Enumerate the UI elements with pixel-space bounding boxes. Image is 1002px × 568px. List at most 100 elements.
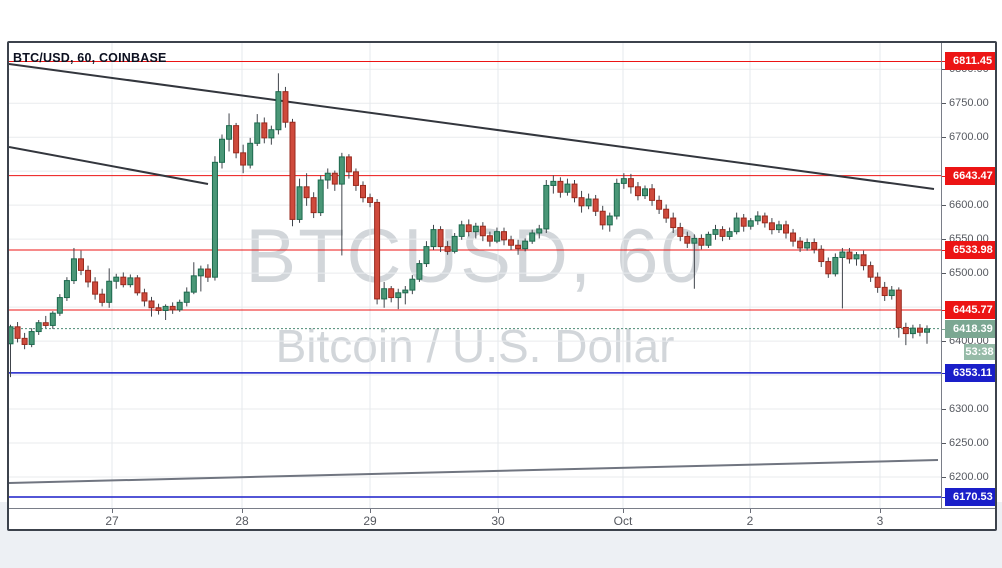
candle-down — [649, 188, 656, 201]
candle-down — [902, 326, 909, 335]
price-level-label-support[interactable]: 6170.53 — [945, 488, 995, 506]
candle-down — [719, 229, 726, 237]
descending-trendline-upper[interactable] — [9, 63, 935, 190]
candle-up — [804, 242, 811, 249]
time-axis-label: 30 — [491, 514, 505, 528]
candle-up — [909, 327, 916, 335]
candle-up — [924, 328, 930, 333]
candle-down — [233, 125, 240, 154]
candle-down — [599, 210, 606, 226]
candle-up — [543, 184, 550, 230]
candle-down — [92, 281, 99, 295]
candle-down — [501, 231, 507, 241]
candle-up — [430, 229, 437, 248]
candle-up — [28, 331, 35, 345]
time-axis-label: 27 — [105, 514, 119, 528]
price-level-label-resistance[interactable]: 6445.77 — [945, 300, 995, 319]
candle-down — [867, 265, 874, 278]
price-axis-label: 6500.00 — [949, 267, 989, 280]
candle-down — [663, 208, 670, 219]
price-axis[interactable]: 6800.006750.006700.006600.006550.006500.… — [941, 43, 995, 508]
candle-down — [134, 277, 141, 294]
candle-down — [811, 242, 818, 250]
candle-down — [783, 224, 789, 234]
price-axis-label: 6200.00 — [949, 470, 989, 483]
time-axis[interactable]: 27 28 29 30 Oct 2 3 — [9, 508, 995, 529]
candle-up — [642, 188, 648, 197]
candle-up — [613, 182, 620, 217]
candle-up — [726, 231, 733, 237]
candle-down — [656, 199, 663, 210]
candle-down — [99, 293, 106, 303]
candle-up — [49, 312, 56, 326]
candle-up — [839, 251, 846, 258]
candle-up — [416, 263, 423, 280]
candle-down — [437, 229, 444, 248]
candle-down — [240, 152, 247, 166]
chart-plot-area[interactable]: BTCUSD, 60 Bitcoin / U.S. Dollar BTC/USD… — [9, 43, 941, 508]
candle-up — [423, 246, 430, 265]
candle-down — [797, 240, 804, 249]
candle-down — [388, 288, 395, 299]
ascending-trendline[interactable] — [9, 459, 939, 484]
candle-up — [853, 254, 860, 260]
candle-up — [712, 229, 719, 235]
candle-up — [402, 289, 409, 294]
candle-up — [219, 138, 225, 163]
price-axis-label: 6700.00 — [949, 131, 989, 144]
price-level-dash — [942, 328, 946, 330]
price-tick-dash — [942, 137, 946, 139]
candle-up — [395, 292, 402, 299]
candle-up — [70, 258, 77, 282]
candle-down — [345, 156, 352, 173]
price-level-dash — [942, 175, 946, 177]
candle-up — [162, 305, 169, 311]
candle-down — [571, 183, 578, 199]
candle-up — [254, 122, 261, 144]
candle-up — [606, 215, 613, 226]
time-tick-dash — [880, 509, 881, 513]
price-tick-dash — [942, 443, 946, 444]
price-level-label-resistance[interactable]: 6533.98 — [945, 241, 995, 259]
candlestick-chart[interactable] — [9, 43, 941, 508]
candle-up — [747, 220, 754, 227]
candle-down — [465, 224, 472, 233]
price-level-label-support[interactable]: 6353.11 — [945, 363, 995, 382]
candle-down — [684, 235, 691, 244]
candle-up — [211, 161, 218, 278]
candle-down — [790, 232, 797, 242]
candle-up — [550, 180, 557, 186]
candle-up — [197, 268, 204, 277]
candle-down — [204, 268, 211, 278]
descending-trendline-lower[interactable] — [9, 146, 209, 185]
candle-down — [289, 121, 296, 220]
symbol-legend[interactable]: BTC/USD, 60, COINBASE — [13, 51, 167, 65]
time-axis-label: 3 — [876, 514, 884, 528]
candle-down — [818, 248, 825, 263]
candle-down — [120, 276, 127, 286]
candle-down — [916, 327, 923, 333]
candle-up — [620, 178, 627, 184]
price-tick-dash — [942, 205, 946, 207]
time-tick-dash — [498, 509, 499, 513]
price-level-label-resistance[interactable]: 6643.47 — [945, 166, 995, 185]
candle-up — [176, 301, 183, 311]
candle-down — [155, 307, 162, 311]
price-level-label-last-price[interactable]: 6418.39 — [945, 319, 995, 338]
candle-down — [78, 258, 84, 271]
candle-up — [113, 276, 120, 282]
candle-down — [670, 217, 677, 229]
candle-up — [536, 228, 543, 234]
candle-down — [310, 197, 317, 214]
candle-up — [226, 125, 233, 140]
candle-up — [381, 288, 388, 300]
candle-down — [515, 244, 522, 250]
candle-up — [296, 186, 303, 220]
price-level-dash — [942, 497, 946, 498]
candle-down — [42, 322, 49, 326]
candle-down — [634, 186, 641, 197]
price-level-label-resistance[interactable]: 6811.45 — [945, 52, 995, 71]
price-level-dash — [942, 250, 946, 251]
candle-down — [479, 225, 486, 237]
